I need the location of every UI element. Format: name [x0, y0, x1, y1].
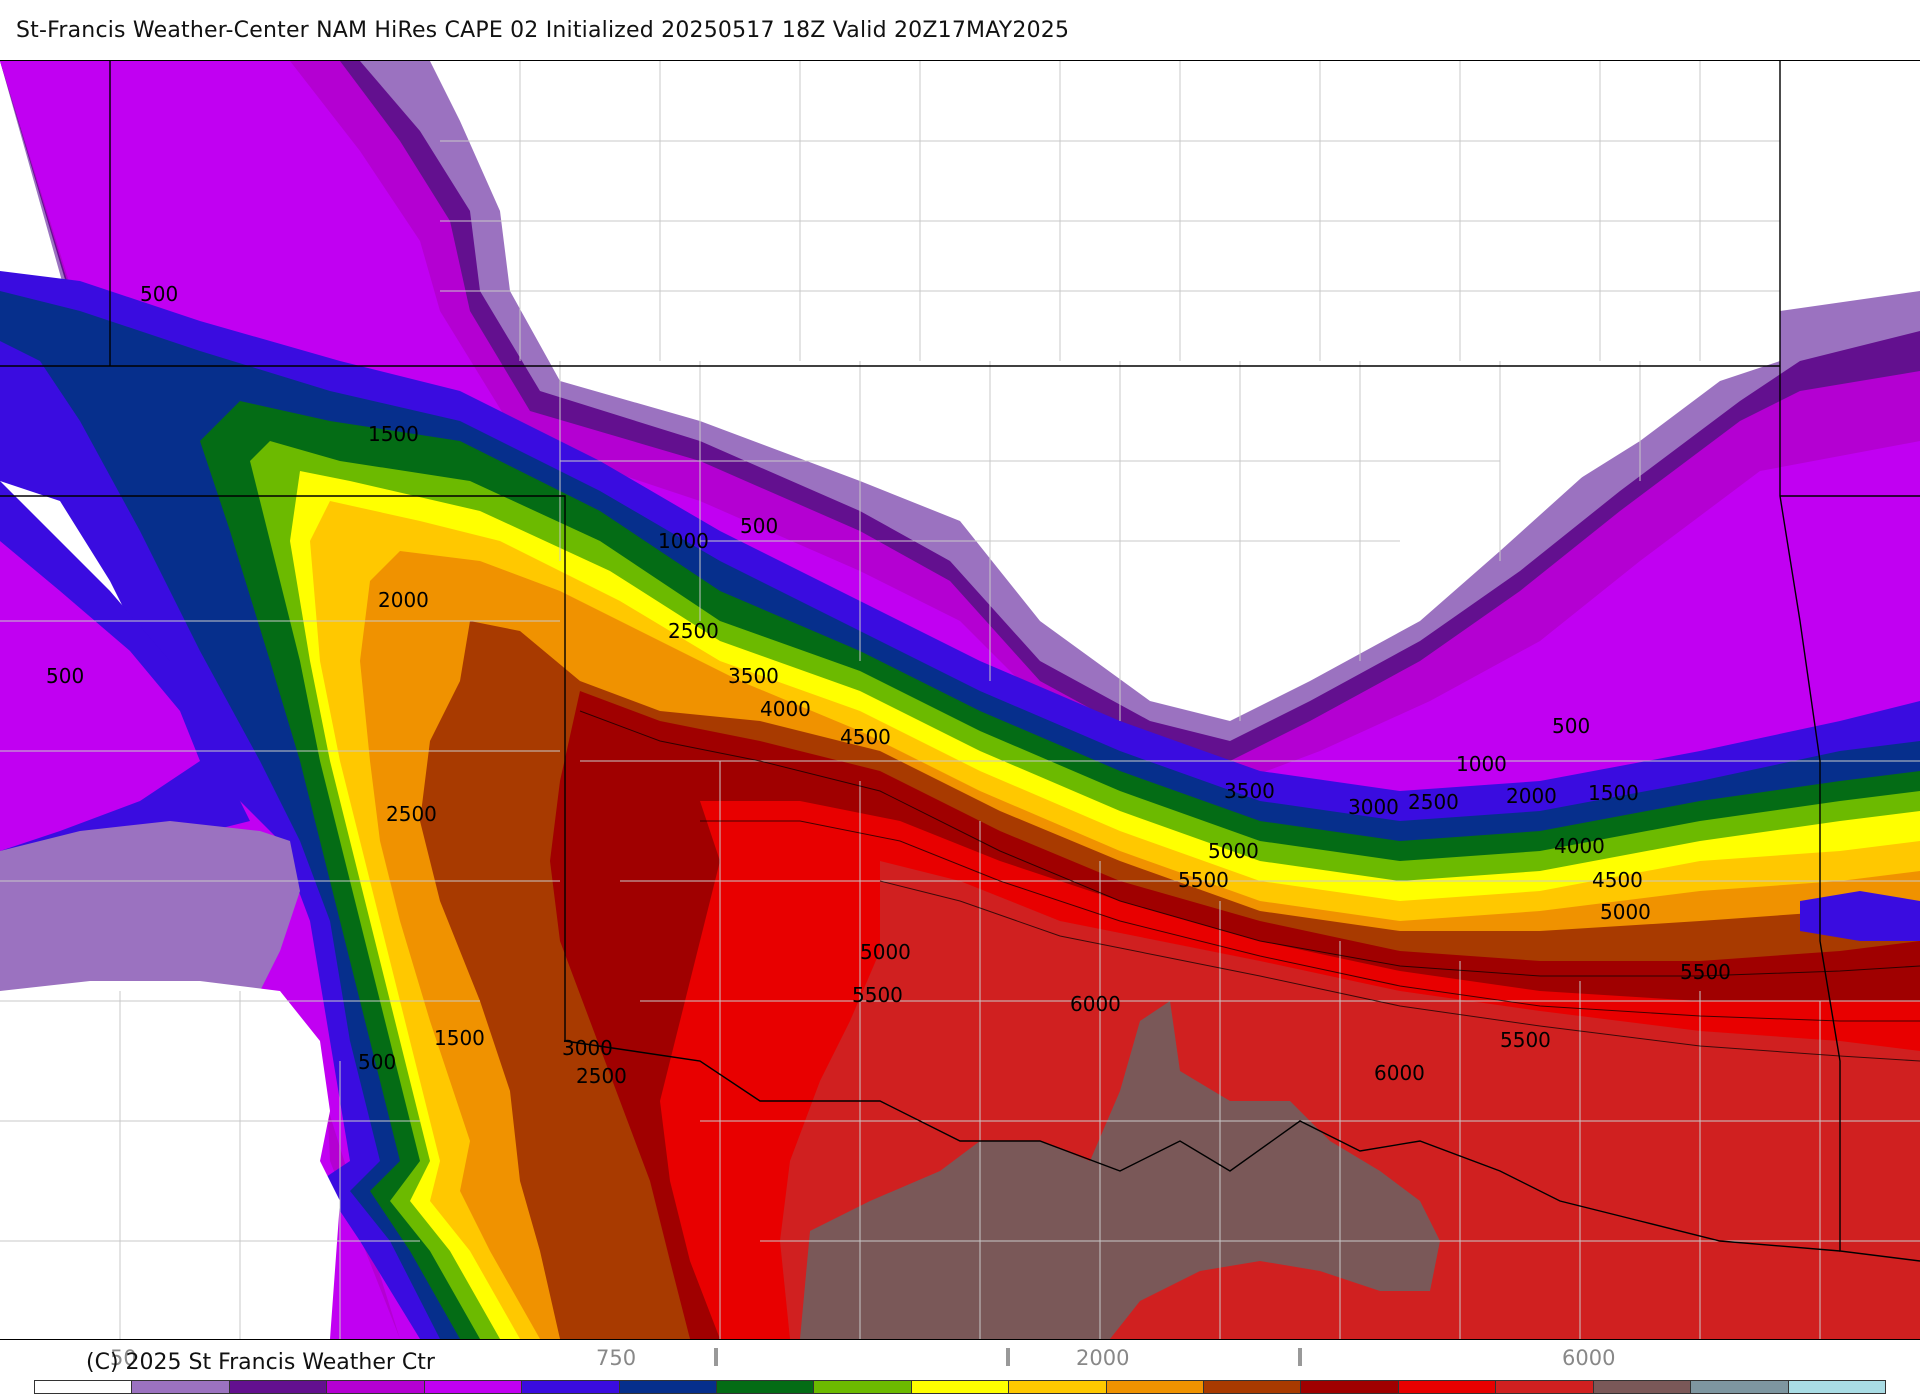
contour-label: 5000 — [860, 940, 911, 964]
contour-label: 3500 — [728, 664, 779, 688]
cape-band-6000 — [800, 1001, 1440, 1339]
west-white-area — [0, 981, 340, 1339]
contour-label: 1500 — [368, 422, 419, 446]
colorbar-segment — [132, 1381, 230, 1393]
contour-label: 4500 — [840, 725, 891, 749]
contour-label: 2500 — [386, 802, 437, 826]
contour-label: 6000 — [1070, 992, 1121, 1016]
contour-label: 2000 — [1506, 784, 1557, 808]
colorbar-segment — [35, 1381, 133, 1393]
contour-label: 2000 — [378, 588, 429, 612]
contour-label: 500 — [740, 514, 778, 538]
contour-label: 4000 — [760, 697, 811, 721]
colorbar-tick-marker — [1006, 1348, 1010, 1366]
county-borders — [0, 61, 1920, 1339]
contour-label: 6000 — [1374, 1061, 1425, 1085]
colorbar-segment — [1009, 1381, 1107, 1393]
contour-label: 2500 — [668, 619, 719, 643]
contour-label: 5500 — [1680, 960, 1731, 984]
colorbar-segment — [619, 1381, 717, 1393]
colorbar-segment — [1301, 1381, 1399, 1393]
contour-lines — [579, 710, 1920, 1062]
contour-label: 5500 — [852, 983, 903, 1007]
contour-label: 2500 — [576, 1064, 627, 1088]
colorbar-segment — [1788, 1381, 1886, 1393]
west-low-cape-purple — [0, 821, 300, 991]
contour-label: 5000 — [1208, 839, 1259, 863]
map-title: St-Francis Weather-Center NAM HiRes CAPE… — [16, 18, 1070, 43]
colorbar — [34, 1380, 1886, 1394]
contour-label: 4500 — [1592, 868, 1643, 892]
colorbar-tick-label: 2000 — [1076, 1346, 1130, 1370]
contour-label: 4000 — [1554, 834, 1605, 858]
contour-label: 500 — [46, 664, 84, 688]
contour-label: 1500 — [434, 1026, 485, 1050]
colorbar-segment — [1204, 1381, 1302, 1393]
east-low-cape — [1800, 891, 1920, 941]
contour-label: 3500 — [1224, 779, 1275, 803]
contour-label: 1000 — [1456, 752, 1507, 776]
state-borders — [0, 61, 1920, 1262]
contour-label: 1000 — [658, 529, 709, 553]
colorbar-segment — [1496, 1381, 1594, 1393]
colorbar-segment — [229, 1381, 328, 1393]
colorbar-tick-marker — [714, 1348, 718, 1366]
colorbar-tick-label: 6000 — [1562, 1346, 1616, 1370]
colorbar-segment — [911, 1381, 1010, 1393]
contour-label: 3000 — [1348, 795, 1399, 819]
colorbar-segment — [327, 1381, 425, 1393]
colorbar-segment — [1106, 1381, 1205, 1393]
colorbar-segment — [1398, 1381, 1497, 1393]
contour-label: 500 — [358, 1050, 396, 1074]
north-white-area — [440, 61, 1780, 711]
colorbar-tick-label: 750 — [596, 1346, 637, 1370]
colorbar-tick-marker — [1298, 1348, 1302, 1366]
cape-map-svg: 500 500 1500 500 1000 2000 2500 3500 400… — [0, 61, 1920, 1339]
contour-label: 5500 — [1178, 868, 1229, 892]
contour-label: 2500 — [1408, 790, 1459, 814]
colorbar-segment — [1691, 1381, 1789, 1393]
colorbar-segment — [424, 1381, 523, 1393]
colorbar-segment — [522, 1381, 620, 1393]
copyright-text: (C) 2025 St Francis Weather Ctr — [86, 1350, 435, 1375]
west-low-cape-magenta — [0, 541, 200, 851]
colorbar-segment — [814, 1381, 912, 1393]
contour-labels: 500 500 1500 500 1000 2000 2500 3500 400… — [46, 282, 1731, 1088]
contour-label: 5000 — [1600, 900, 1651, 924]
contour-label: 5500 — [1500, 1028, 1551, 1052]
legend-footer: 50 (C) 2025 St Francis Weather Ctr 750 2… — [0, 1338, 1920, 1400]
contour-label: 3000 — [562, 1036, 613, 1060]
colorbar-segment — [1593, 1381, 1692, 1393]
contour-label: 500 — [140, 282, 178, 306]
colorbar-segment — [716, 1381, 815, 1393]
cape-map: 500 500 1500 500 1000 2000 2500 3500 400… — [0, 60, 1920, 1340]
colorbar-tick-label: 50 — [110, 1346, 137, 1370]
contour-label: 1500 — [1588, 781, 1639, 805]
contour-label: 500 — [1552, 714, 1590, 738]
